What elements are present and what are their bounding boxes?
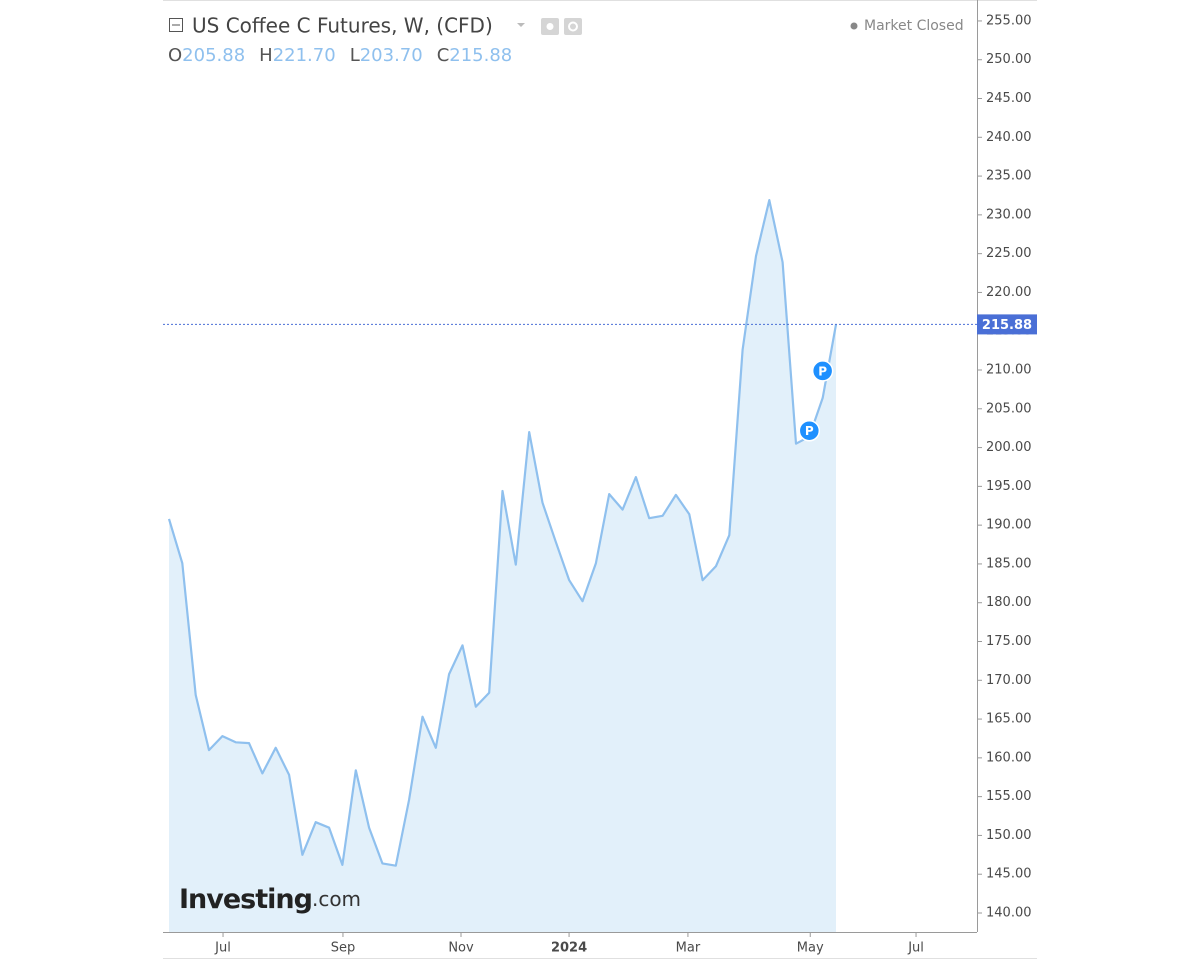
dropdown-arrow[interactable] bbox=[517, 23, 525, 27]
ohlc-label: O bbox=[168, 45, 182, 66]
y-tick-label: 190.00 bbox=[986, 518, 1032, 533]
status-dot bbox=[850, 22, 858, 30]
chart-title: US Coffee C Futures, W, (CFD) bbox=[192, 14, 493, 38]
y-tick-label: 220.00 bbox=[986, 285, 1032, 300]
y-tick-label: 240.00 bbox=[986, 130, 1032, 145]
y-tick-label: 210.00 bbox=[986, 363, 1032, 378]
y-tick-label: 200.00 bbox=[986, 440, 1032, 455]
ohlc-item: C215.88 bbox=[437, 45, 513, 66]
area-fill bbox=[169, 200, 836, 933]
market-status: Market Closed bbox=[864, 18, 964, 34]
y-tick-label: 170.00 bbox=[986, 673, 1032, 688]
logo-suffix: .com bbox=[312, 887, 361, 911]
ohlc-item: L203.70 bbox=[350, 45, 423, 66]
marker-label: P bbox=[818, 364, 827, 378]
last-price-label: 215.88 bbox=[982, 318, 1032, 333]
x-tick-label: Nov bbox=[448, 941, 474, 956]
y-tick-label: 140.00 bbox=[986, 905, 1032, 920]
y-tick-label: 155.00 bbox=[986, 789, 1032, 804]
x-tick-label: Jul bbox=[214, 941, 231, 956]
ohlc-value: 221.70 bbox=[273, 45, 336, 66]
x-tick-label: 2024 bbox=[551, 941, 587, 956]
y-tick-label: 230.00 bbox=[986, 207, 1032, 222]
y-tick-label: 150.00 bbox=[986, 828, 1032, 843]
y-tick-label: 165.00 bbox=[986, 712, 1032, 727]
y-tick-label: 255.00 bbox=[986, 13, 1032, 28]
marker-badge bbox=[811, 360, 834, 382]
settings-icon[interactable] bbox=[564, 18, 582, 35]
ohlc-label: H bbox=[259, 45, 273, 66]
eye-icon-pupil bbox=[546, 23, 554, 30]
settings-icon-gear bbox=[568, 21, 578, 32]
y-tick-label: 175.00 bbox=[986, 634, 1032, 649]
y-tick-label: 145.00 bbox=[986, 867, 1032, 882]
ohlc-item: O205.88 bbox=[168, 45, 245, 66]
ohlc-value: 205.88 bbox=[182, 45, 245, 66]
x-tick-label: Mar bbox=[676, 941, 701, 956]
plot-area bbox=[167, 199, 838, 933]
x-tick-label: May bbox=[797, 941, 824, 956]
y-tick-label: 160.00 bbox=[986, 750, 1032, 765]
y-tick-label: 205.00 bbox=[986, 401, 1032, 416]
y-tick-label: 225.00 bbox=[986, 246, 1032, 261]
price-line bbox=[167, 199, 838, 867]
header: US Coffee C Futures, W, (CFD) Market Clo… bbox=[168, 14, 964, 915]
marker-badge bbox=[798, 419, 821, 442]
y-tick-label: 235.00 bbox=[986, 169, 1032, 184]
ohlc-value: 203.70 bbox=[360, 45, 423, 66]
last-price-box bbox=[977, 314, 1037, 335]
ohlc-label: L bbox=[350, 45, 360, 66]
logo-brand: Investing bbox=[179, 884, 312, 915]
ohlc-value: 215.88 bbox=[449, 45, 512, 66]
y-tick-label: 195.00 bbox=[986, 479, 1032, 494]
logo: Investing.com bbox=[179, 884, 361, 915]
y-tick-label: 245.00 bbox=[986, 91, 1032, 106]
x-tick-label: Sep bbox=[331, 941, 356, 956]
y-tick-label: 250.00 bbox=[986, 52, 1032, 67]
y-tick-label: 180.00 bbox=[986, 595, 1032, 610]
ohlc-item: H221.70 bbox=[259, 45, 336, 66]
x-tick-label: Jul bbox=[907, 941, 924, 956]
ohlc-label: C bbox=[437, 45, 450, 66]
y-tick-label: 185.00 bbox=[986, 556, 1032, 571]
ohlc: O205.88 H221.70 L203.70 C215.88 bbox=[168, 45, 512, 66]
marker-label: P bbox=[805, 424, 814, 438]
